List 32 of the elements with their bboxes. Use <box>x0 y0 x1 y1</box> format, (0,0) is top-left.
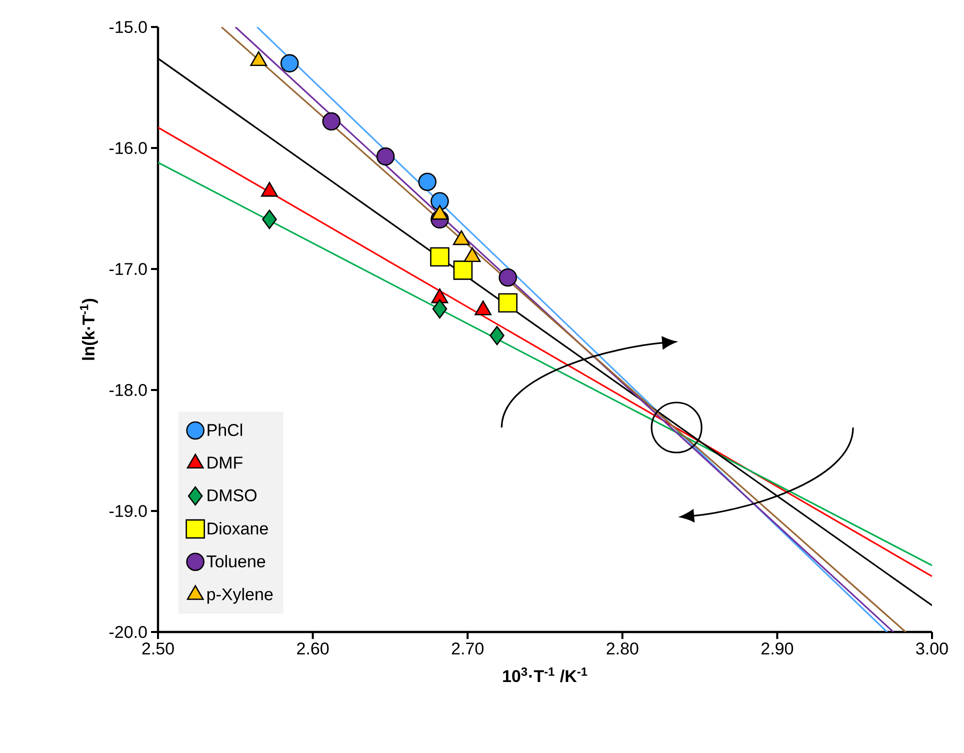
point <box>322 112 341 131</box>
legend-label: p-Xylene <box>207 588 273 604</box>
y-tick-label: -20.0 <box>109 626 147 638</box>
point <box>498 268 517 287</box>
point <box>280 54 299 72</box>
y-axis-title: ln(k·T$^{-1}$) <box>80 298 98 360</box>
point <box>453 260 473 280</box>
x-tick-label: 2.50 <box>142 642 174 655</box>
point <box>432 299 448 319</box>
legend-label: DMSO <box>208 489 256 502</box>
point <box>376 147 395 166</box>
y-tick-label: -18.0 <box>109 384 147 396</box>
x-tick-label: 3.00 <box>916 642 948 655</box>
y-tick-label: -15.0 <box>109 20 147 34</box>
legend-label: DMF <box>208 456 242 468</box>
legend-label: PhCl <box>208 424 242 436</box>
y-tick-label: -16.0 <box>109 142 147 154</box>
x-tick-label: 2.90 <box>762 642 794 655</box>
point <box>490 326 504 346</box>
point <box>418 172 437 192</box>
x-tick-label: 2.80 <box>606 642 638 655</box>
point <box>498 293 518 313</box>
x-tick-label: 2.70 <box>452 642 484 655</box>
x-tick-label: 2.60 <box>297 642 329 655</box>
point <box>430 192 449 210</box>
point <box>262 210 277 230</box>
y-tick-label: -17.0 <box>109 262 147 276</box>
point <box>430 247 450 267</box>
x-axis-title: 10$^{3}$·T$^{-1}$ /K$^{-1}$ <box>503 667 588 682</box>
legend-label: Toluene <box>206 554 266 568</box>
y-tick-label: -19.0 <box>109 504 147 518</box>
legend-label: Dioxane <box>208 522 268 535</box>
